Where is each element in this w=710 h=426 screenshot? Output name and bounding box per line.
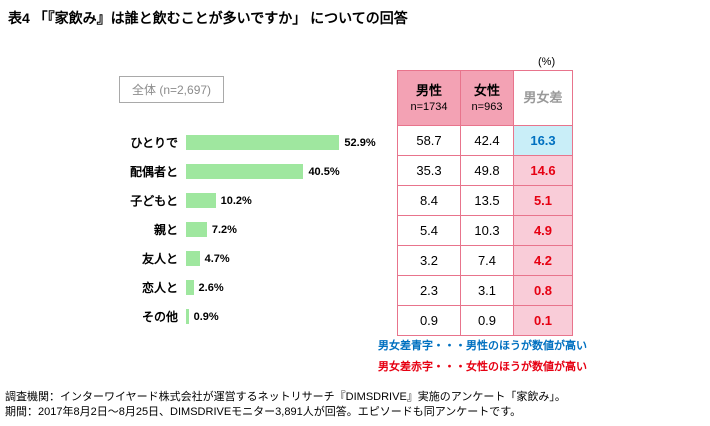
female-value-cell: 3.1	[460, 275, 514, 306]
bar-row: その他 0.9%	[28, 302, 376, 331]
male-value-cell: 8.4	[397, 185, 461, 216]
female-value-cell: 13.5	[460, 185, 514, 216]
bar-category-label: 友人と	[141, 252, 178, 266]
bar-value-label: 4.7%	[204, 252, 230, 265]
diff-value-cell: 0.8	[513, 275, 573, 306]
table-row: 58.7 42.4 16.3	[397, 125, 573, 156]
bar-row: 恋人と 2.6%	[28, 273, 376, 302]
bar-category-label: 配偶者と	[129, 165, 178, 179]
bar-row: 親と 7.2%	[28, 215, 376, 244]
note-female-higher: 男女差赤字・・・女性のほうが数値が高い	[378, 361, 587, 373]
table-row: 8.4 13.5 5.1	[397, 185, 573, 216]
bar-value-label: 7.2%	[211, 223, 237, 236]
bar	[186, 164, 304, 179]
bar	[186, 135, 340, 150]
column-header-female: 女性 n=963	[460, 70, 514, 126]
bar	[186, 280, 194, 295]
bar-chart: ひとりで 52.9% 配偶者と 40.5% 子どもと 10.2% 親と 7.2% 友人と 4.7%…	[28, 128, 376, 331]
female-value-cell: 10.3	[460, 215, 514, 246]
table-header: 男性 n=1734 女性 n=963 男女差	[397, 70, 573, 126]
bar-category-label: その他	[141, 310, 178, 324]
male-value-cell: 35.3	[397, 155, 461, 186]
bar	[186, 309, 189, 324]
female-value-cell: 0.9	[460, 305, 514, 336]
male-value-cell: 5.4	[397, 215, 461, 246]
bar-category-label: 子どもと	[130, 194, 178, 208]
bar	[186, 222, 207, 237]
bar-value-label: 2.6%	[198, 281, 224, 294]
bar-row: 友人と 4.7%	[28, 244, 376, 273]
bar-category-label: 恋人と	[141, 281, 178, 295]
female-value-cell: 7.4	[460, 245, 514, 276]
female-value-cell: 49.8	[460, 155, 514, 186]
bar-value-label: 40.5%	[308, 165, 340, 178]
percent-unit-label: (%)	[538, 56, 556, 68]
female-value-cell: 42.4	[460, 125, 514, 156]
bar-category-label: ひとりで	[130, 136, 178, 150]
bar	[186, 193, 216, 208]
table-header-row: 男性 n=1734 女性 n=963 男女差	[397, 70, 573, 126]
bar-category-label: 親と	[153, 223, 178, 237]
bar-value-label: 0.9%	[193, 310, 219, 323]
bar-value-label: 10.2%	[220, 194, 252, 207]
male-value-cell: 3.2	[397, 245, 461, 276]
table-row: 2.3 3.1 0.8	[397, 275, 573, 306]
bar-row: 配偶者と 40.5%	[28, 157, 376, 186]
bar-value-label: 52.9%	[344, 136, 376, 149]
column-header-label: 女性	[473, 82, 500, 98]
diff-value-cell: 5.1	[513, 185, 573, 216]
table-body: 58.7 42.4 16.3 35.3 49.8 14.6 8.4 13.5 5.1 5.4 10.…	[397, 125, 573, 336]
diff-value-cell: 16.3	[513, 125, 573, 156]
diff-value-cell: 14.6	[513, 155, 573, 186]
page-title: 表4 「『家飲み』は誰と飲むことが多いですか」 についての回答	[8, 10, 408, 26]
note-male-higher: 男女差青字・・・男性のほうが数値が高い	[378, 340, 587, 352]
bar-row: 子どもと 10.2%	[28, 186, 376, 215]
table-row: 0.9 0.9 0.1	[397, 305, 573, 336]
male-value-cell: 58.7	[397, 125, 461, 156]
column-header-male: 男性 n=1734	[397, 70, 461, 126]
column-header-diff: 男女差	[513, 70, 573, 126]
column-header-sub: n=963	[471, 100, 503, 113]
diff-value-cell: 4.2	[513, 245, 573, 276]
column-header-label: 男性	[415, 82, 442, 98]
table-row: 3.2 7.4 4.2	[397, 245, 573, 276]
footer-line1: 調査機関：インターワイヤード株式会社が運営するネットリサーチ『DIMSDRIVE…	[5, 391, 566, 403]
overall-sample-label: 全体 (n=2,697)	[119, 76, 225, 103]
footer: 調査機関：インターワイヤード株式会社が運営するネットリサーチ『DIMSDRIVE…	[5, 390, 566, 420]
bar	[186, 251, 200, 266]
diff-value-cell: 0.1	[513, 305, 573, 336]
male-value-cell: 2.3	[397, 275, 461, 306]
table-row: 35.3 49.8 14.6	[397, 155, 573, 186]
column-header-label: 男女差	[523, 90, 563, 105]
bar-row: ひとりで 52.9%	[28, 128, 376, 157]
table-row: 5.4 10.3 4.9	[397, 215, 573, 246]
diff-value-cell: 4.9	[513, 215, 573, 246]
column-header-sub: n=1734	[410, 100, 448, 113]
male-value-cell: 0.9	[397, 305, 461, 336]
footer-line2: 期間：2017年8月2日～8月25日、DIMSDRIVEモニター3,891人が回…	[5, 406, 522, 418]
gender-comparison-table: 男性 n=1734 女性 n=963 男女差 58.7 42.4 16.3 35.3 49.8 1…	[397, 70, 573, 336]
